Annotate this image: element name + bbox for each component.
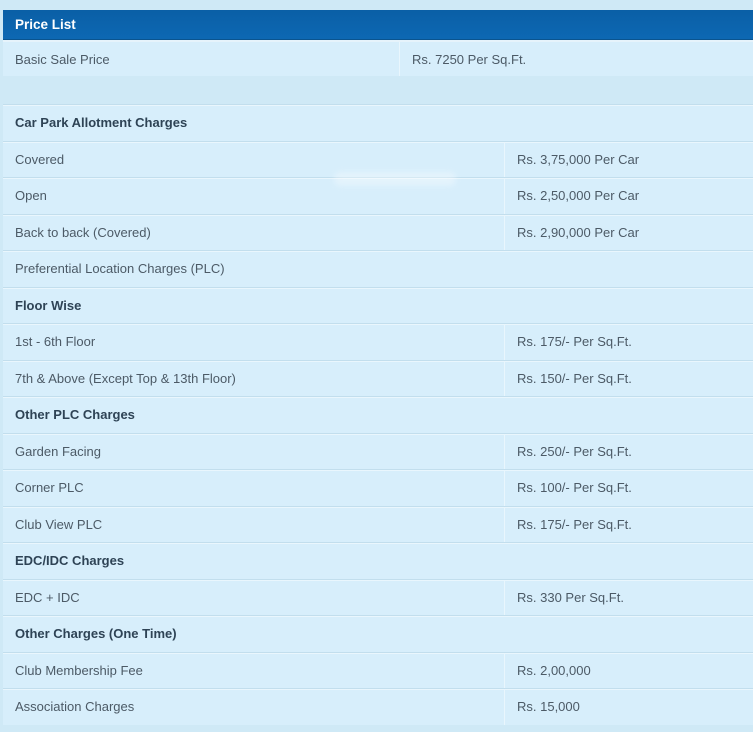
row-value: Rs. 3,75,000 Per Car <box>517 151 640 167</box>
section-title: Other PLC Charges <box>15 407 135 423</box>
price-list-title: Price List <box>15 17 76 32</box>
column-divider <box>504 433 505 469</box>
column-divider <box>504 141 505 177</box>
price-list-header-bar: Price List <box>3 10 753 40</box>
column-divider <box>504 470 505 506</box>
row-value: Rs. 150/- Per Sq.Ft. <box>517 370 632 386</box>
row-value: Rs. 15,000 <box>517 699 580 715</box>
row-label: Club Membership Fee <box>15 662 143 678</box>
row-value: Rs. 175/- Per Sq.Ft. <box>517 516 632 532</box>
section-header-row: EDC/IDC Charges <box>3 542 753 579</box>
column-divider <box>504 360 505 396</box>
row-value: Rs. 2,90,000 Per Car <box>517 224 640 240</box>
table-row: 7th & Above (Except Top & 13th Floor) Rs.… <box>3 359 753 396</box>
column-divider <box>504 324 505 360</box>
table-row: 1st - 6th Floor Rs. 175/- Per Sq.Ft. <box>3 323 753 360</box>
row-value: Rs. 7250 Per Sq.Ft. <box>412 51 527 67</box>
column-divider <box>399 42 400 76</box>
row-value: Rs. 100/- Per Sq.Ft. <box>517 480 632 496</box>
section-header-row: Other Charges (One Time) <box>3 615 753 652</box>
row-label: Corner PLC <box>15 480 84 496</box>
row-value: Rs. 175/- Per Sq.Ft. <box>517 334 632 350</box>
row-label: 7th & Above (Except Top & 13th Floor) <box>15 370 236 386</box>
column-divider <box>504 689 505 725</box>
row-label: Preferential Location Charges (PLC) <box>15 261 225 277</box>
section-header-row: Car Park Allotment Charges <box>3 104 753 141</box>
row-value: Rs. 2,00,000 <box>517 662 591 678</box>
column-divider <box>504 506 505 542</box>
table-row: Covered Rs. 3,75,000 Per Car <box>3 140 753 177</box>
table-row: Club Membership Fee Rs. 2,00,000 <box>3 651 753 688</box>
column-divider <box>504 178 505 214</box>
column-divider <box>504 214 505 250</box>
row-value: Rs. 330 Per Sq.Ft. <box>517 589 624 605</box>
table-row: Garden Facing Rs. 250/- Per Sq.Ft. <box>3 432 753 469</box>
section-header-row: Floor Wise <box>3 286 753 323</box>
row-label: Open <box>15 188 47 204</box>
table-row: Open Rs. 2,50,000 Per Car <box>3 177 753 214</box>
price-tables: Price List Basic Sale Price Rs. 7250 Per… <box>3 10 753 725</box>
table-row: Preferential Location Charges (PLC) <box>3 250 753 287</box>
section-header-row: Other PLC Charges <box>3 396 753 433</box>
row-label: Garden Facing <box>15 443 101 459</box>
row-label: Covered <box>15 151 65 167</box>
price-list-table: Price List Basic Sale Price Rs. 7250 Per… <box>3 10 753 76</box>
section-title: Car Park Allotment Charges <box>15 115 188 131</box>
column-divider <box>504 579 505 615</box>
table-row: EDC + IDC Rs. 330 Per Sq.Ft. <box>3 578 753 615</box>
row-label: Back to back (Covered) <box>15 224 151 240</box>
row-label: EDC + IDC <box>15 589 80 605</box>
section-title: EDC/IDC Charges <box>15 553 125 569</box>
table-row: Club View PLC Rs. 175/- Per Sq.Ft. <box>3 505 753 542</box>
column-divider <box>504 652 505 688</box>
row-label: Basic Sale Price <box>15 51 110 67</box>
section-gap <box>3 76 753 104</box>
table-row: Basic Sale Price Rs. 7250 Per Sq.Ft. <box>3 40 753 76</box>
section-title: Floor Wise <box>15 297 82 313</box>
row-label: 1st - 6th Floor <box>15 334 96 350</box>
table-row: Back to back (Covered) Rs. 2,90,000 Per C… <box>3 213 753 250</box>
table-row: Corner PLC Rs. 100/- Per Sq.Ft. <box>3 469 753 506</box>
charges-table: Car Park Allotment Charges Covered Rs. 3,7… <box>3 104 753 725</box>
row-value: Rs. 2,50,000 Per Car <box>517 188 640 204</box>
row-label: Association Charges <box>15 699 135 715</box>
row-label: Club View PLC <box>15 516 103 532</box>
section-title: Other Charges (One Time) <box>15 626 177 642</box>
row-value: Rs. 250/- Per Sq.Ft. <box>517 443 632 459</box>
table-row: Association Charges Rs. 15,000 <box>3 688 753 725</box>
